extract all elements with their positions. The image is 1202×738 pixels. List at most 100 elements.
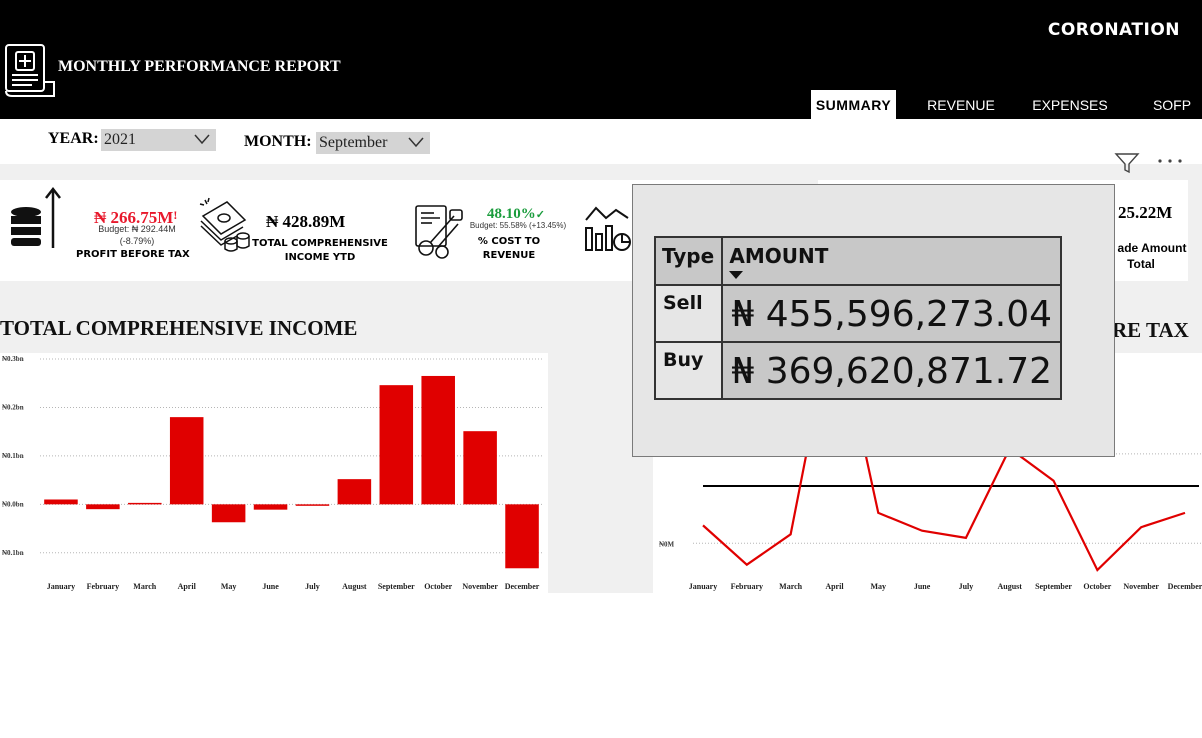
- x-tick-label: January: [689, 582, 717, 591]
- tab-sofp[interactable]: SOFP: [1152, 97, 1192, 113]
- bar-november: [463, 431, 497, 505]
- month-label: MONTH:: [244, 133, 312, 150]
- x-tick-label: February: [731, 582, 763, 591]
- database-arrow-icon: [11, 186, 61, 248]
- month-value: September: [319, 134, 388, 151]
- tab-summary[interactable]: SUMMARY: [811, 90, 896, 119]
- bar-may: [211, 504, 246, 523]
- tci-value: ₦ 428.89M: [266, 212, 346, 231]
- filter-row: YEAR: 2021 MONTH: September: [0, 119, 1202, 164]
- more-options-icon[interactable]: [1156, 153, 1184, 169]
- bar-august: [337, 479, 372, 505]
- y-tick-label: ₦0.3bn: [2, 355, 24, 363]
- divider-band: [0, 164, 1202, 180]
- tci-bar-chart-svg: ₦0.1bn ₦0.0bn ₦0.1bn ₦0.2bn ₦0.3bn January Feb…: [2, 355, 543, 591]
- column-header-amount[interactable]: AMOUNT: [721, 236, 1062, 286]
- table-row: Buy ₦ 369,620,871.72: [653, 341, 1062, 400]
- report-document-icon: [5, 44, 55, 97]
- tci-label-line2: INCOME YTD: [284, 252, 356, 263]
- x-tick-label: August: [998, 582, 1023, 591]
- tab-expenses[interactable]: EXPENSES: [1032, 97, 1108, 113]
- pbt-budget: Budget: ₦ 292.44M: [98, 224, 176, 234]
- x-tick-label: May: [870, 582, 886, 591]
- budget-scissors-icon: [415, 205, 463, 259]
- x-tick-label: December: [1168, 582, 1202, 591]
- tab-revenue[interactable]: REVENUE: [927, 97, 995, 113]
- x-tick-label: October: [424, 582, 452, 591]
- x-tick-label: April: [178, 582, 197, 591]
- chevron-down-icon: [408, 137, 424, 148]
- x-tick-label: June: [262, 582, 279, 591]
- pbt-amount: ₦ 266.75M: [94, 208, 174, 227]
- bar-december: [505, 504, 539, 569]
- pbt-warning-flag: !: [173, 208, 178, 222]
- chart-analytics-icon: [585, 206, 631, 251]
- y-tick-label: ₦0M: [659, 540, 675, 548]
- row-amount-sell: ₦ 455,596,273.04: [721, 284, 1062, 343]
- x-tick-label: March: [779, 582, 803, 591]
- trade-total-value: 25.22M: [1118, 203, 1173, 222]
- y-tick-label: ₦0.1bn: [2, 549, 24, 557]
- ctr-value: 48.10%✓: [487, 206, 545, 223]
- chevron-down-icon: [194, 134, 210, 145]
- bar-october: [421, 375, 455, 505]
- table-header-row: Type AMOUNT: [653, 236, 1062, 286]
- ctr-amount: 48.10%: [487, 206, 536, 222]
- report-header: CORONATION MONTHLY PERFORMANCE REPORT SU…: [0, 0, 1202, 119]
- year-dropdown[interactable]: 2021: [101, 129, 216, 151]
- left-chart-title: TOTAL COMPREHENSIVE INCOME: [0, 316, 358, 340]
- x-tick-label: July: [305, 582, 320, 591]
- report-title: MONTHLY PERFORMANCE REPORT: [58, 58, 341, 75]
- x-tick-label: April: [825, 582, 844, 591]
- trade-label-line1: ade Amount: [1117, 241, 1187, 255]
- x-tick-label: January: [47, 582, 75, 591]
- year-value: 2021: [104, 131, 136, 148]
- pbt-value: ₦ 266.75M!: [94, 208, 177, 228]
- page-tabs: SUMMARY REVENUE EXPENSES SOFP: [0, 90, 1202, 119]
- row-amount-buy: ₦ 369,620,871.72: [721, 341, 1062, 400]
- trade-type-table: Type AMOUNT Sell ₦ 455,596,273.04 Buy ₦ …: [653, 236, 1062, 400]
- bar-january: [44, 499, 78, 505]
- x-tick-label: August: [342, 582, 367, 591]
- y-tick-label: ₦0.1bn: [2, 452, 24, 460]
- pbt-label: PROFIT BEFORE TAX: [76, 249, 190, 260]
- x-tick-label: June: [914, 582, 931, 591]
- cash-stack-icon: [199, 197, 250, 252]
- bar-september: [379, 385, 414, 505]
- column-header-amount-label: AMOUNT: [729, 244, 829, 268]
- table-row: Sell ₦ 455,596,273.04: [653, 284, 1062, 343]
- trade-amount-popup: Type AMOUNT Sell ₦ 455,596,273.04 Buy ₦ …: [632, 184, 1115, 457]
- filter-icon[interactable]: [1114, 151, 1140, 175]
- tci-bar-chart: ₦0.1bn ₦0.0bn ₦0.1bn ₦0.2bn ₦0.3bn January Feb…: [0, 353, 548, 593]
- x-tick-label: October: [1083, 582, 1111, 591]
- bar-march: [128, 502, 162, 505]
- x-tick-label: November: [462, 582, 498, 591]
- column-header-type[interactable]: Type: [653, 236, 724, 286]
- x-tick-label: September: [1035, 582, 1072, 591]
- ctr-label-line2: REVENUE: [482, 250, 536, 261]
- year-label: YEAR:: [48, 130, 99, 147]
- x-tick-label: September: [378, 582, 415, 591]
- row-type-sell: Sell: [653, 284, 724, 343]
- bar-february: [86, 504, 120, 510]
- series-line: [702, 310, 1186, 572]
- bar-june: [253, 504, 288, 510]
- bar-april: [169, 417, 204, 505]
- x-tick-label: July: [959, 582, 974, 591]
- y-tick-label: ₦0.0bn: [2, 500, 24, 508]
- x-tick-label: November: [1123, 582, 1159, 591]
- x-tick-label: February: [87, 582, 119, 591]
- tci-label-line1: TOTAL COMPREHENSIVE: [252, 238, 388, 249]
- ctr-check-icon: ✓: [535, 209, 545, 221]
- sort-descending-icon: [729, 271, 744, 279]
- ctr-label-line1: % COST TO: [477, 236, 541, 247]
- bar-july: [295, 504, 330, 506]
- month-dropdown[interactable]: September: [316, 132, 430, 154]
- trade-label-line2: Total: [1127, 257, 1155, 271]
- x-tick-label: May: [221, 582, 237, 591]
- x-tick-label: December: [505, 582, 540, 591]
- row-type-buy: Buy: [653, 341, 724, 400]
- ctr-budget: Budget: 55.58% (+13.45%): [469, 221, 567, 230]
- right-chart-title: RE TAX: [1112, 318, 1189, 342]
